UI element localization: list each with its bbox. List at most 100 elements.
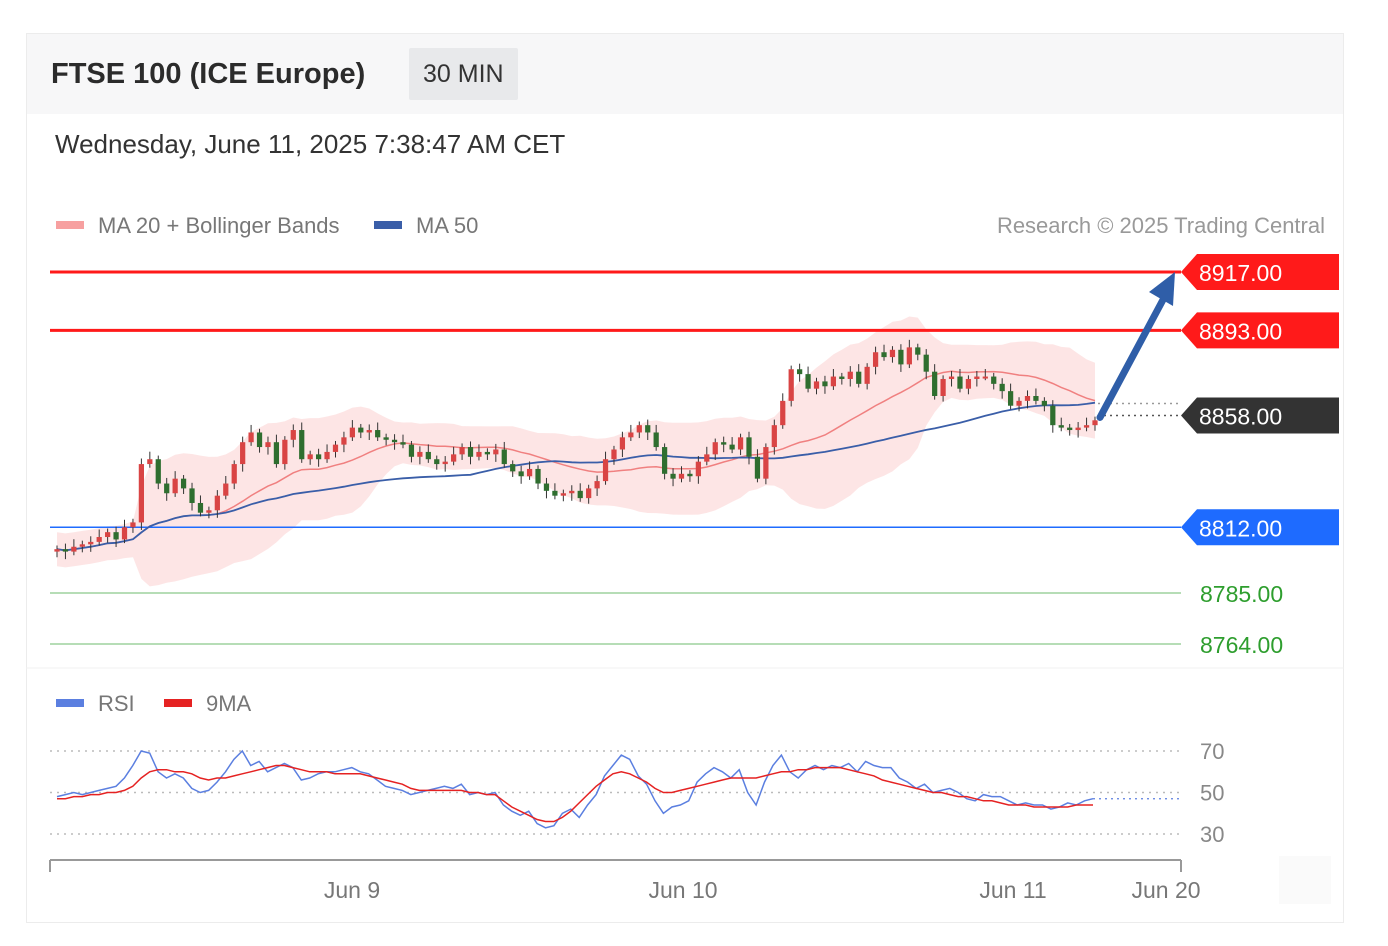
candle-body [467,447,474,457]
candle-body [299,430,305,460]
candle-body [1058,425,1064,428]
candle-body [400,442,406,445]
price-levels [50,270,1181,645]
candle-body [813,381,820,389]
candle-body [417,451,423,457]
candle-body [1067,427,1073,431]
candle-body [678,473,685,479]
ma9-legend-swatch [164,699,192,707]
rsi-line [56,749,1094,829]
level-label: 8858.00 [1199,403,1282,429]
candle-body [147,459,153,465]
candle-body [358,427,364,433]
candle-body [240,442,246,465]
candle-body [1007,391,1014,406]
candle-body [434,459,440,465]
candle-body [88,541,94,545]
bollinger-band-area [57,316,1095,587]
candle-body [1050,405,1056,426]
candle-body [915,347,921,355]
candle-body [332,444,339,452]
candle-body [1041,400,1047,406]
candle-body [214,495,220,511]
candle-body [948,376,955,379]
candle-body [130,522,136,528]
ma9-legend-label: 9MA [206,691,252,716]
level-label: 8812.00 [1199,515,1282,541]
candle-body [661,447,668,474]
candle-body [1083,425,1090,428]
candle-body [375,430,381,438]
candle-body [839,376,845,379]
candle-body [105,532,111,538]
candle-body [991,376,997,384]
candle-body [1033,396,1039,401]
ma50-legend-swatch [374,221,402,229]
rsi-pane: 70 50 30 [50,739,1224,847]
candle-body [197,502,204,513]
candle-body [324,451,330,460]
level-label: 8893.00 [1199,318,1282,344]
candle-body [96,537,102,542]
candle-body [476,451,482,457]
candle-body [805,374,811,389]
x-tick-label: Jun 11 [979,877,1046,903]
candle-body [737,437,744,450]
candle-body [611,449,617,460]
candle-body [408,444,415,457]
candle-body [822,381,828,387]
research-credit: Research © 2025 Trading Central [997,213,1325,238]
forecast-arrow-shaft [1096,292,1169,421]
ma20-legend-swatch [56,221,84,229]
candle-body [79,544,85,547]
candle-body [957,376,963,389]
candle-body [223,483,229,496]
rsi-ma9-line [57,764,1093,823]
candle-body [1092,420,1098,426]
candle-body [898,349,904,365]
candle-body [138,464,145,523]
level-label: 8917.00 [1199,260,1282,286]
candle-body [1016,400,1022,406]
rsi-tick-label: 70 [1200,739,1224,764]
candle-body [906,347,912,365]
level-label: 8785.00 [1200,581,1283,607]
ma50-line [56,401,1096,552]
candle-body [729,444,735,450]
candle-body [1075,427,1081,431]
candle-body [695,461,701,477]
candle-body [704,454,710,462]
candle-body [54,549,60,552]
candle-body [763,447,769,479]
candle-body [425,451,431,460]
candle-body [189,488,195,503]
candle-body [653,432,659,448]
rsi-legend-label: RSI [98,691,135,716]
candle-body [856,371,862,384]
candle-body [619,437,626,450]
candle-body [71,546,77,552]
candle-body [923,354,929,372]
candle-body [290,430,296,440]
candle-body [586,488,592,499]
level-badge [1181,254,1339,290]
candle-body [493,449,499,455]
candle-body [155,459,161,484]
forecast-arrow-head [1149,272,1175,306]
candle-body [965,378,972,389]
candle-body [113,532,119,540]
candle-body [830,376,837,387]
candle-body [594,481,600,489]
candle-body [552,490,558,496]
timeframe-badge[interactable]: 30 MIN [409,48,518,100]
candle-body [754,456,761,479]
candle-body [543,483,550,491]
x-tick-label: Jun 10 [648,877,717,903]
level-badge [1181,312,1339,349]
candle-body [847,371,853,379]
candle-body [1024,396,1031,401]
candle-body [383,437,389,440]
candle-body [974,376,980,379]
bollinger-band [57,316,1095,587]
